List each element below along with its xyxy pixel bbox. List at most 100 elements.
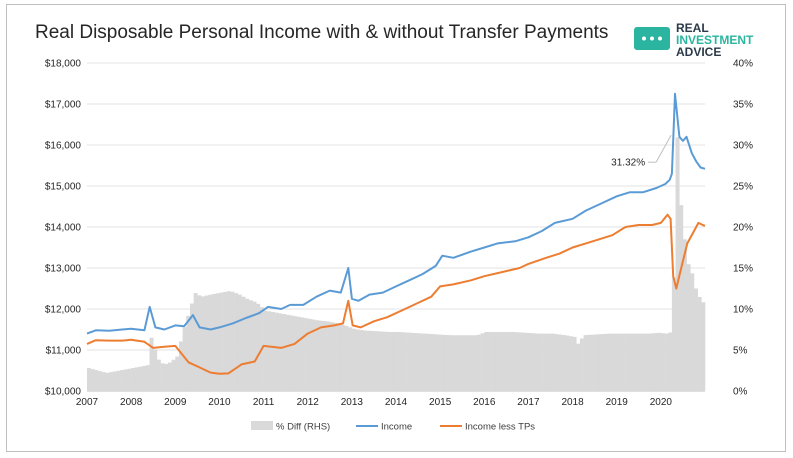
diff-bar (524, 332, 529, 391)
diff-bar (642, 333, 647, 391)
diff-bar (649, 333, 654, 391)
diff-bar (366, 330, 371, 391)
right-tick-label: 20% (733, 223, 753, 234)
diff-bar (123, 369, 128, 391)
diff-bar (212, 293, 217, 391)
diff-bar (579, 338, 584, 391)
annotation-label: 31.32% (611, 158, 645, 169)
diff-bar (234, 293, 239, 391)
diff-bar (278, 313, 283, 391)
logo-dot-2 (650, 36, 654, 41)
left-tick-label: $18,000 (45, 59, 82, 70)
legend-label: % Diff (RHS) (276, 422, 330, 433)
diff-bar (340, 324, 345, 391)
diff-bar (638, 333, 643, 391)
left-tick-label: $17,000 (45, 100, 82, 111)
diff-bar (491, 331, 496, 391)
right-tick-label: 0% (733, 387, 748, 398)
left-tick-label: $16,000 (45, 141, 82, 152)
right-axis-ticks: 0% 5% 10% 15% 20% 25% 30% 35% 40% (733, 59, 753, 398)
diff-bar (381, 331, 386, 391)
right-tick-label: 25% (733, 182, 753, 193)
logo-line1: REAL (676, 21, 709, 35)
diff-bar (616, 333, 621, 391)
diff-bar (156, 359, 161, 391)
legend-label: Income (381, 422, 412, 433)
diff-bar (315, 320, 320, 391)
x-tick-label: 2014 (385, 397, 408, 408)
diff-bar (613, 333, 618, 391)
diff-bar (587, 334, 592, 391)
diff-bar (134, 367, 139, 391)
x-axis-ticks: 2007 2008 2009 2010 2011 2012 2013 2014 2015 2016… (76, 397, 673, 408)
diff-bar (510, 331, 515, 391)
diff-bar (90, 369, 95, 391)
diff-bar (318, 320, 323, 391)
series-line (86, 92, 706, 335)
diff-bar (87, 368, 91, 391)
diff-bar (208, 294, 213, 391)
diff-bar (98, 371, 103, 391)
diff-bar (307, 318, 312, 391)
diff-bar (436, 334, 441, 391)
diff-bar (635, 333, 640, 391)
diff-bar (546, 333, 551, 391)
chart: Real Disposable Personal Income with & w… (35, 21, 754, 433)
diff-bar (322, 321, 327, 391)
diff-bar (429, 334, 434, 391)
x-tick-label: 2017 (517, 397, 540, 408)
diff-bar (178, 341, 183, 391)
diff-bar (237, 294, 242, 391)
diff-bar (664, 333, 669, 391)
x-tick-label: 2010 (208, 397, 231, 408)
diff-bar (465, 335, 470, 391)
diff-bar (160, 363, 165, 391)
diff-bar (120, 370, 125, 391)
diff-bar (517, 332, 522, 391)
diff-bar (521, 332, 526, 391)
diff-bar (337, 323, 342, 391)
diff-bar (175, 356, 180, 391)
right-tick-label: 10% (733, 305, 753, 316)
left-axis-ticks: $10,000 $11,000 $12,000 $13,000 $14,000 $15,0… (45, 59, 82, 398)
diff-bar (396, 331, 400, 391)
right-tick-label: 15% (733, 264, 753, 275)
left-tick-label: $10,000 (45, 387, 82, 398)
legend-label: Income less TPs (465, 422, 535, 433)
legend-swatch (251, 421, 273, 430)
diff-bar (506, 331, 511, 391)
diff-bar (473, 335, 478, 391)
diff-bar (304, 318, 309, 391)
diff-bar (256, 303, 261, 391)
diff-bar (646, 333, 651, 391)
x-tick-label: 2011 (253, 397, 275, 408)
diff-bar (425, 333, 430, 391)
diff-bar (682, 239, 687, 391)
diff-bar (418, 333, 423, 391)
diff-bar (690, 273, 695, 391)
diff-bar (204, 295, 209, 391)
series-lines (86, 92, 706, 375)
diff-bar (414, 333, 419, 391)
diff-bar (326, 321, 331, 391)
diff-bar (407, 332, 412, 391)
diff-bar (193, 293, 198, 391)
diff-bar (693, 288, 698, 391)
diff-bar (377, 331, 382, 391)
diff-bar (443, 334, 448, 391)
logo-line2: INVESTMENT (676, 33, 754, 47)
diff-bar (502, 331, 507, 391)
legend: % Diff (RHS) Income Income less TPs (251, 421, 535, 433)
diff-bar (539, 333, 544, 391)
diff-bar (598, 334, 603, 391)
diff-bar (281, 314, 286, 391)
diff-bar (440, 334, 445, 391)
diff-bar (594, 334, 599, 391)
diff-bar (627, 333, 632, 391)
diff-bar (583, 335, 588, 391)
diff-bar (101, 372, 106, 391)
right-tick-label: 35% (733, 100, 753, 111)
series-line (86, 213, 706, 375)
diff-bar (182, 327, 187, 391)
diff-bar (219, 292, 224, 391)
